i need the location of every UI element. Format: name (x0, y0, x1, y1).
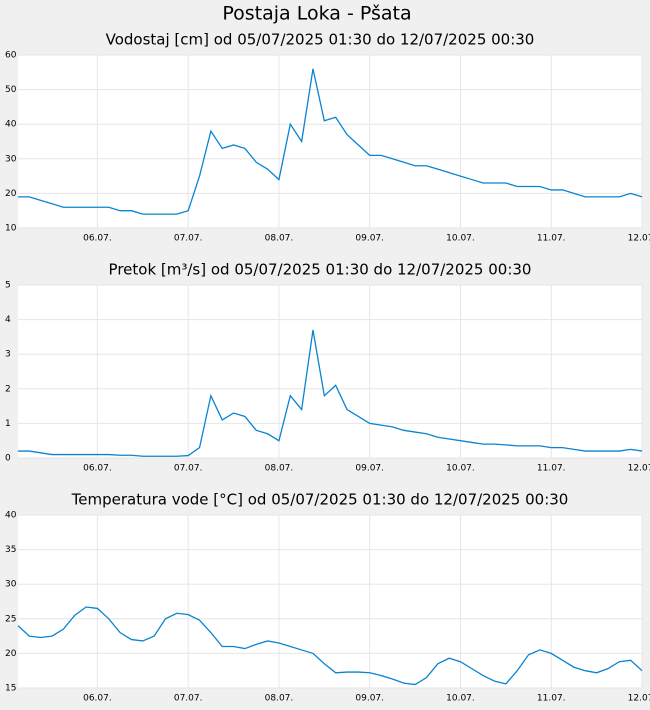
y-tick-label: 20 (5, 649, 17, 659)
x-tick-label: 12.07. (628, 694, 650, 704)
x-tick-label: 11.07. (537, 234, 566, 244)
data-line (17, 606, 643, 686)
y-tick-label: 30 (5, 154, 17, 164)
x-tick-label: 10.07. (446, 234, 475, 244)
x-tick-label: 10.07. (446, 694, 475, 704)
y-tick-label: 60 (5, 51, 17, 61)
y-tick-label: 4 (5, 315, 11, 325)
data-line (18, 68, 643, 215)
chart-subtitle: Vodostaj [cm] od 05/07/2025 01:30 do 12/… (106, 31, 535, 49)
y-tick-label: 15 (5, 684, 16, 694)
x-tick-label: 06.07. (83, 234, 112, 244)
plot-area (18, 55, 642, 228)
plot-area (18, 285, 642, 458)
x-tick-label: 07.07. (174, 464, 203, 474)
y-tick-label: 40 (5, 120, 17, 130)
data-line (18, 329, 643, 457)
x-tick-label: 12.07. (628, 234, 650, 244)
x-tick-label: 06.07. (83, 694, 112, 704)
y-tick-label: 2 (5, 384, 11, 394)
x-tick-label: 08.07. (265, 464, 294, 474)
y-tick-label: 1 (5, 419, 11, 429)
chart-subtitle: Temperatura vode [°C] od 05/07/2025 01:3… (71, 491, 569, 509)
x-tick-label: 11.07. (537, 464, 566, 474)
x-tick-label: 12.07. (628, 464, 650, 474)
plot-area (18, 515, 642, 688)
chart-subtitle: Pretok [m³/s] od 05/07/2025 01:30 do 12/… (109, 261, 532, 279)
x-tick-label: 08.07. (265, 694, 294, 704)
x-tick-label: 08.07. (265, 234, 294, 244)
y-tick-label: 25 (5, 614, 16, 624)
y-tick-label: 5 (5, 281, 11, 291)
x-tick-label: 09.07. (355, 234, 384, 244)
y-tick-label: 40 (5, 511, 17, 521)
x-tick-label: 07.07. (174, 694, 203, 704)
x-tick-label: 09.07. (355, 694, 384, 704)
y-tick-label: 35 (5, 545, 16, 555)
y-tick-label: 10 (5, 224, 17, 234)
y-tick-label: 50 (5, 85, 17, 95)
x-tick-label: 09.07. (355, 464, 384, 474)
x-tick-label: 10.07. (446, 464, 475, 474)
x-tick-label: 07.07. (174, 234, 203, 244)
x-tick-label: 06.07. (83, 464, 112, 474)
x-tick-label: 11.07. (537, 694, 566, 704)
y-tick-label: 3 (5, 350, 11, 360)
page-title: Postaja Loka - Pšata (222, 3, 411, 25)
y-tick-label: 20 (5, 189, 17, 199)
y-tick-label: 0 (5, 454, 11, 464)
y-tick-label: 30 (5, 580, 17, 590)
